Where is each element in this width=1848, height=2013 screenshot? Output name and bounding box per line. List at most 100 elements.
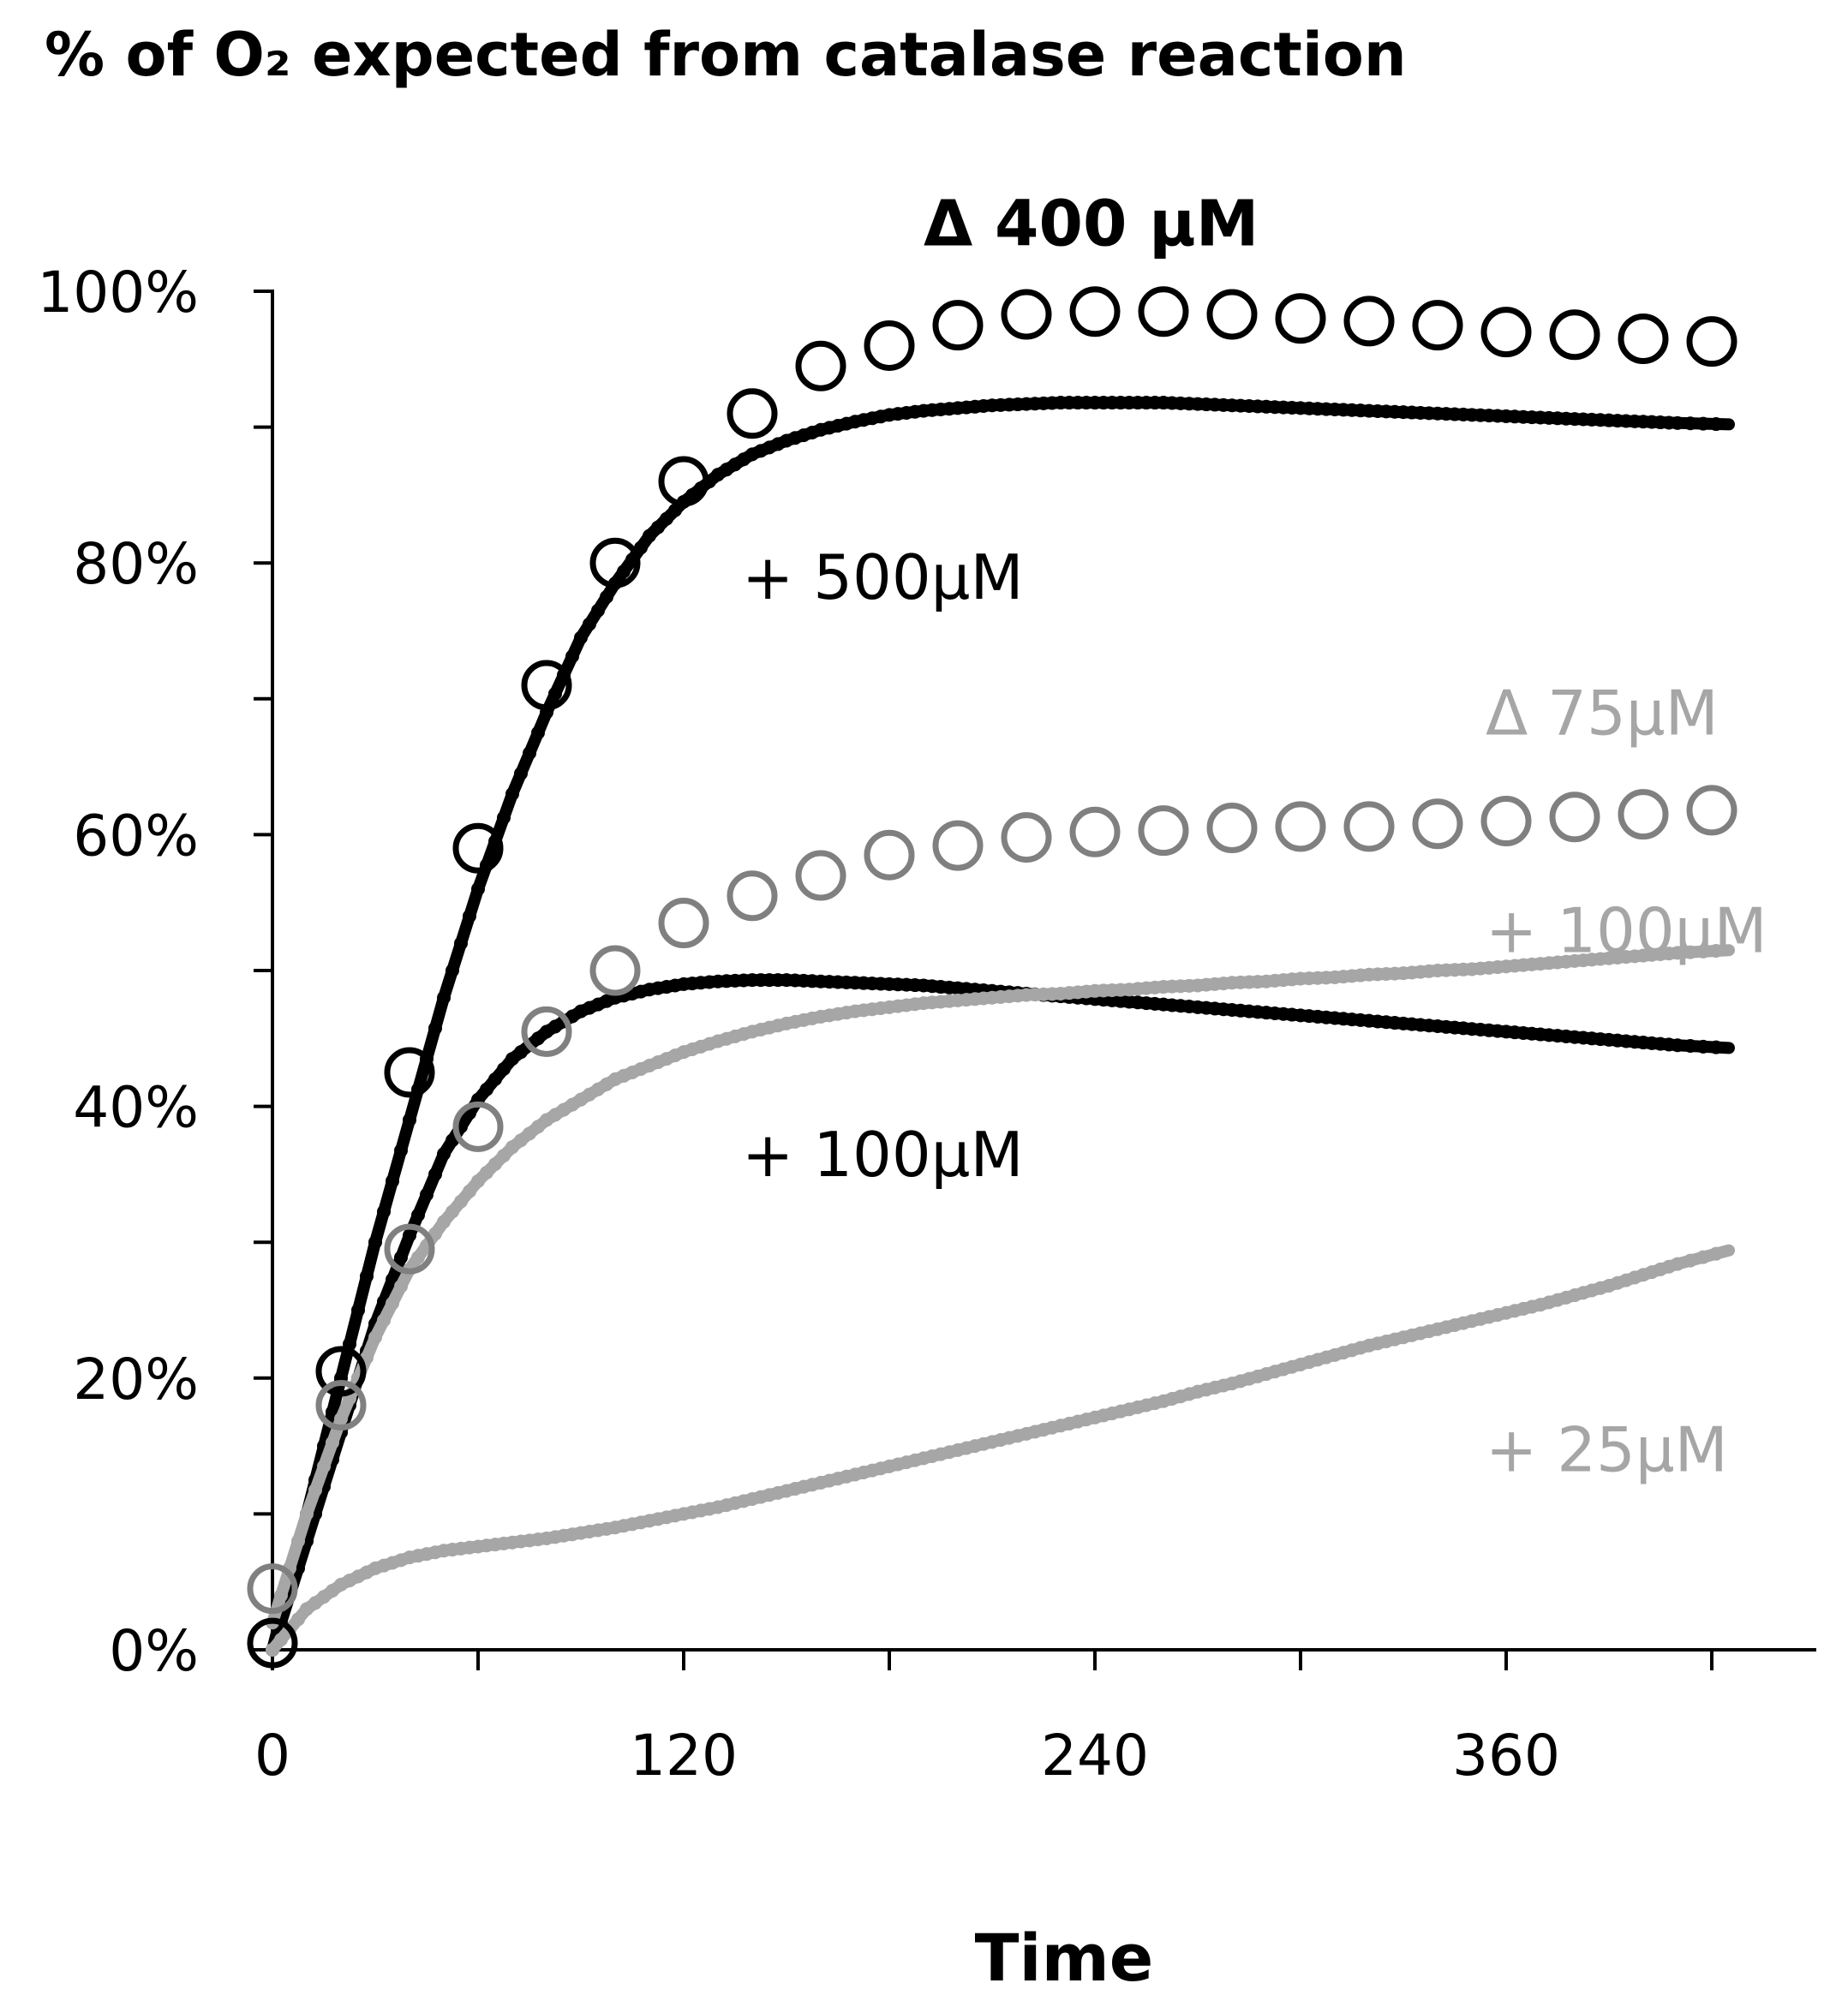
data-point	[386, 1174, 399, 1188]
data-point	[651, 520, 665, 535]
data-point	[1412, 798, 1463, 850]
data-point	[795, 850, 846, 901]
data-point	[1686, 785, 1737, 836]
data-point	[864, 829, 915, 881]
data-point	[428, 1021, 442, 1036]
data-point	[1696, 1039, 1710, 1054]
data-point	[386, 1296, 399, 1311]
y-tick-label: 20%	[73, 1347, 199, 1413]
data-point	[394, 1251, 408, 1265]
data-point	[480, 1082, 493, 1096]
chart-title: % of O₂ expected from catalase reaction	[45, 20, 1407, 90]
data-point	[1671, 946, 1684, 960]
data-point	[403, 1228, 416, 1243]
data-point	[394, 1279, 408, 1293]
data-point	[658, 456, 709, 507]
data-point	[1412, 300, 1463, 351]
data-point	[548, 686, 562, 701]
data-point	[1480, 307, 1532, 358]
data-point	[300, 1507, 314, 1521]
series-1	[247, 785, 1737, 1615]
data-point	[1684, 1039, 1697, 1054]
data-point	[795, 340, 846, 391]
series-2	[266, 396, 1735, 1657]
data-point	[463, 1184, 476, 1198]
series-0	[247, 286, 1737, 1669]
data-point	[488, 1072, 502, 1086]
data-point	[454, 1194, 468, 1209]
annotation-plus-100-black: + 100µM	[742, 1119, 1024, 1191]
data-point	[589, 945, 641, 996]
data-point	[291, 1534, 305, 1549]
series-4	[266, 944, 1735, 1630]
data-point	[368, 1330, 382, 1345]
data-point	[1671, 1038, 1684, 1053]
data-point	[452, 822, 504, 874]
data-point	[1138, 286, 1189, 337]
series-line	[266, 944, 1735, 1629]
data-point	[1206, 802, 1258, 853]
data-point	[727, 388, 778, 439]
data-point	[1069, 286, 1121, 337]
data-point	[428, 1167, 442, 1181]
y-tick-label: 40%	[73, 1075, 199, 1141]
data-point	[437, 1147, 451, 1162]
data-point	[497, 810, 511, 825]
data-point	[452, 1101, 504, 1152]
data-point	[334, 1412, 348, 1426]
data-point	[1343, 801, 1395, 852]
data-point	[1709, 944, 1723, 959]
data-point	[403, 1113, 416, 1127]
data-point	[247, 1563, 298, 1615]
data-point	[1709, 1246, 1723, 1261]
annotation-plus-100-gray: + 100µM	[1486, 894, 1767, 966]
data-point	[463, 909, 476, 923]
data-point	[565, 649, 579, 664]
x-tick-label: 240	[1041, 1723, 1149, 1789]
data-point	[471, 881, 485, 896]
data-point	[291, 1612, 305, 1627]
data-point	[1709, 417, 1723, 432]
data-point	[411, 1208, 425, 1222]
data-point	[932, 820, 984, 871]
annotation-plus-500: + 500µM	[742, 541, 1024, 613]
data-point	[1343, 296, 1395, 347]
data-point	[1275, 801, 1326, 852]
data-point	[574, 630, 588, 645]
data-point	[1549, 791, 1600, 843]
data-point	[583, 617, 596, 631]
data-point	[377, 1313, 391, 1328]
data-point	[488, 1157, 502, 1172]
data-point	[1686, 316, 1737, 367]
data-point	[471, 1174, 485, 1188]
data-point	[1684, 945, 1697, 959]
data-point	[446, 1204, 459, 1219]
data-point	[1618, 314, 1669, 365]
series-5	[266, 1244, 1735, 1657]
data-point	[591, 603, 605, 618]
y-tick-label: 80%	[73, 531, 199, 597]
data-point	[247, 1617, 298, 1669]
data-point	[351, 1303, 365, 1317]
data-point	[1138, 805, 1189, 857]
data-point	[727, 870, 778, 922]
data-point	[384, 1047, 435, 1098]
x-tick-label: 0	[254, 1723, 290, 1789]
data-point	[1275, 293, 1326, 344]
data-point	[1671, 1257, 1684, 1271]
data-point	[377, 1204, 391, 1219]
data-point	[1480, 796, 1532, 847]
data-point	[1696, 944, 1710, 959]
data-point	[1001, 812, 1052, 863]
data-point	[274, 1633, 288, 1647]
data-point	[497, 1061, 511, 1076]
data-point	[643, 529, 656, 543]
data-point	[437, 1215, 451, 1229]
data-point	[317, 1459, 331, 1473]
data-point	[368, 1235, 382, 1250]
data-point	[523, 746, 536, 761]
series-layer	[247, 286, 1737, 1669]
data-point	[1684, 416, 1697, 431]
annotation-plus-25: + 25µM	[1486, 1413, 1728, 1485]
data-point	[394, 1144, 408, 1158]
